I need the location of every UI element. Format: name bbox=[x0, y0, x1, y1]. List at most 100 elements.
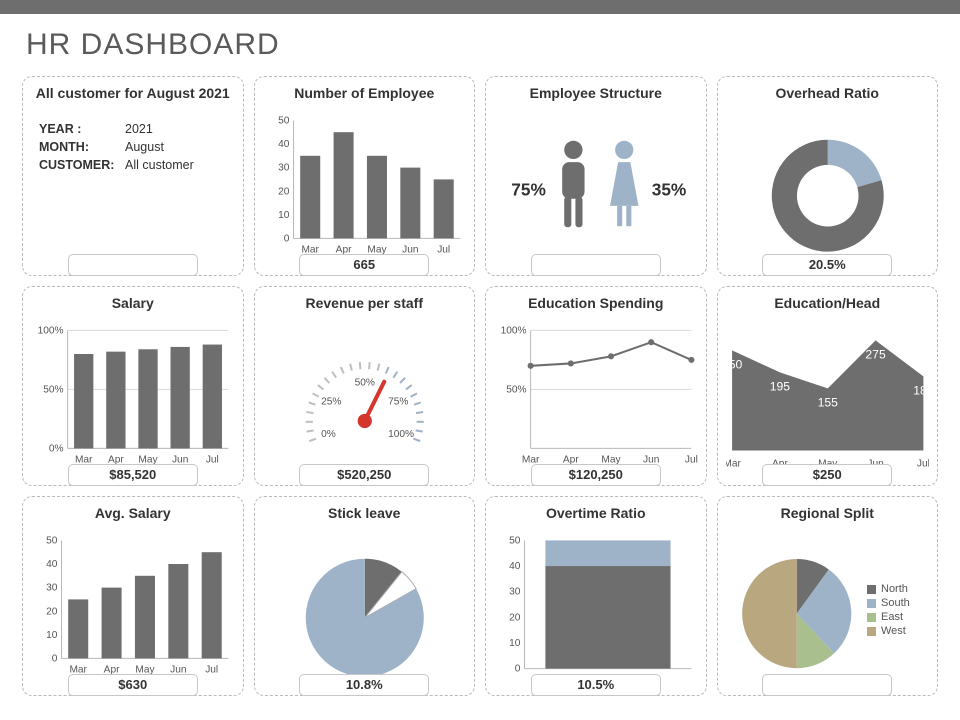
overhead-chart bbox=[726, 106, 930, 275]
filter-customer-value: All customer bbox=[125, 158, 194, 172]
tile-revenue-staff: Revenue per staff 0% 25% 50% 75% 100% $520,2… bbox=[254, 286, 476, 486]
employee-count-chart: 01020304050MarAprMayJunJul bbox=[263, 106, 467, 275]
tile-avg-salary-value: $630 bbox=[68, 674, 198, 696]
tile-avg-salary-title: Avg. Salary bbox=[31, 505, 235, 522]
tile-salary-value: $85,520 bbox=[68, 464, 198, 486]
regional-chart: NorthSouthEastWest bbox=[726, 526, 930, 695]
edu-spend-chart: 50%100%MarAprMayJunJul bbox=[494, 316, 698, 485]
tile-employee-count: Number of Employee 01020304050MarAprMayJ… bbox=[254, 76, 476, 276]
tile-revenue-staff-value: $520,250 bbox=[299, 464, 429, 486]
tile-edu-spend-value: $120,250 bbox=[531, 464, 661, 486]
tile-salary-title: Salary bbox=[31, 295, 235, 312]
svg-text:Jul: Jul bbox=[685, 454, 698, 465]
svg-text:35%: 35% bbox=[652, 179, 687, 199]
legend-item: North bbox=[867, 583, 927, 595]
svg-text:20: 20 bbox=[46, 606, 58, 617]
svg-text:10: 10 bbox=[509, 638, 521, 649]
svg-text:0%: 0% bbox=[49, 443, 64, 454]
tile-overtime-title: Overtime Ratio bbox=[494, 505, 698, 522]
svg-text:100%: 100% bbox=[388, 429, 414, 440]
tile-sick-leave-title: Stick leave bbox=[263, 505, 467, 522]
tile-employee-structure-title: Employee Structure bbox=[494, 85, 698, 102]
svg-text:30: 30 bbox=[46, 582, 58, 593]
tile-revenue-staff-title: Revenue per staff bbox=[263, 295, 467, 312]
svg-text:75%: 75% bbox=[388, 396, 408, 407]
edu-head-chart: 250Mar195Apr155May275Jun185Jul bbox=[726, 316, 930, 485]
svg-text:50%: 50% bbox=[506, 384, 526, 395]
legend-item: East bbox=[867, 611, 927, 623]
employee-structure-chart: 75% 35% bbox=[494, 106, 698, 275]
svg-text:0: 0 bbox=[283, 233, 289, 244]
tile-overhead-title: Overhead Ratio bbox=[726, 85, 930, 102]
svg-text:40: 40 bbox=[509, 561, 521, 572]
tile-grid: All customer for August 2021 YEAR :2021 … bbox=[22, 76, 938, 696]
svg-text:Mar: Mar bbox=[726, 459, 741, 470]
svg-text:40: 40 bbox=[278, 139, 290, 150]
tile-employee-count-value: 665 bbox=[299, 254, 429, 276]
svg-text:50%: 50% bbox=[354, 377, 374, 388]
svg-text:50: 50 bbox=[509, 535, 521, 546]
sick-leave-chart bbox=[263, 526, 467, 695]
svg-text:50: 50 bbox=[46, 535, 58, 546]
svg-text:250: 250 bbox=[726, 358, 742, 372]
svg-text:50%: 50% bbox=[43, 384, 63, 395]
revenue-staff-chart: 0% 25% 50% 75% 100% bbox=[263, 316, 467, 485]
svg-text:30: 30 bbox=[509, 587, 521, 598]
filter-year-value: 2021 bbox=[125, 122, 153, 136]
tile-edu-spend: Education Spending 50%100%MarAprMayJunJu… bbox=[485, 286, 707, 486]
tile-regional-title: Regional Split bbox=[726, 505, 930, 522]
tile-overhead: Overhead Ratio 20.5% bbox=[717, 76, 939, 276]
avg-salary-chart: 01020304050MarAprMayJunJul bbox=[31, 526, 235, 695]
svg-text:Jul: Jul bbox=[916, 459, 929, 470]
svg-text:100%: 100% bbox=[501, 325, 527, 336]
tile-salary: Salary 0%50%100%MarAprMayJunJul $85,520 bbox=[22, 286, 244, 486]
svg-text:0: 0 bbox=[515, 663, 521, 674]
tile-overtime: Overtime Ratio 0 10 20 30 40 50 10.5% bbox=[485, 496, 707, 696]
filter-customer-label: CUSTOMER: bbox=[39, 158, 125, 172]
svg-text:Jul: Jul bbox=[206, 454, 219, 465]
tile-filter-value bbox=[68, 254, 198, 276]
tile-avg-salary: Avg. Salary 01020304050MarAprMayJunJul $… bbox=[22, 496, 244, 696]
svg-text:Jul: Jul bbox=[205, 664, 218, 675]
svg-text:185: 185 bbox=[913, 384, 929, 398]
salary-chart: 0%50%100%MarAprMayJunJul bbox=[31, 316, 235, 485]
tile-employee-count-title: Number of Employee bbox=[263, 85, 467, 102]
tile-filter: All customer for August 2021 YEAR :2021 … bbox=[22, 76, 244, 276]
overtime-chart: 0 10 20 30 40 50 bbox=[494, 526, 698, 695]
svg-text:0: 0 bbox=[52, 653, 58, 664]
tile-overhead-value: 20.5% bbox=[762, 254, 892, 276]
filter-year-label: YEAR : bbox=[39, 122, 125, 136]
tile-regional-value bbox=[762, 674, 892, 696]
tile-filter-title: All customer for August 2021 bbox=[31, 85, 235, 102]
legend-item: South bbox=[867, 597, 927, 609]
tile-edu-head-title: Education/Head bbox=[726, 295, 930, 312]
svg-text:195: 195 bbox=[769, 380, 790, 394]
svg-text:10: 10 bbox=[278, 210, 290, 221]
svg-text:10: 10 bbox=[46, 630, 58, 641]
svg-text:275: 275 bbox=[865, 348, 886, 362]
svg-text:0%: 0% bbox=[321, 429, 336, 440]
filter-month-label: MONTH: bbox=[39, 140, 125, 154]
svg-text:20: 20 bbox=[278, 186, 290, 197]
tile-edu-spend-title: Education Spending bbox=[494, 295, 698, 312]
tile-overtime-value: 10.5% bbox=[531, 674, 661, 696]
svg-text:40: 40 bbox=[46, 559, 58, 570]
filter-fields: YEAR :2021 MONTH:August CUSTOMER:All cus… bbox=[31, 106, 235, 172]
svg-text:25%: 25% bbox=[321, 396, 341, 407]
tile-sick-leave-value: 10.8% bbox=[299, 674, 429, 696]
svg-text:30: 30 bbox=[278, 162, 290, 173]
svg-text:50: 50 bbox=[278, 115, 290, 126]
tile-sick-leave: Stick leave 10.8% bbox=[254, 496, 476, 696]
svg-text:155: 155 bbox=[817, 396, 838, 410]
svg-text:Jul: Jul bbox=[437, 244, 450, 255]
svg-text:75%: 75% bbox=[511, 179, 546, 199]
tile-employee-structure-value bbox=[531, 254, 661, 276]
tile-edu-head-value: $250 bbox=[762, 464, 892, 486]
svg-text:100%: 100% bbox=[38, 325, 64, 336]
page-title: HR DASHBOARD bbox=[26, 28, 938, 62]
filter-month-value: August bbox=[125, 140, 164, 154]
tile-edu-head: Education/Head 250Mar195Apr155May275Jun1… bbox=[717, 286, 939, 486]
svg-text:20: 20 bbox=[509, 612, 521, 623]
tile-regional: Regional Split NorthSouthEastWest bbox=[717, 496, 939, 696]
top-bar bbox=[0, 0, 960, 14]
